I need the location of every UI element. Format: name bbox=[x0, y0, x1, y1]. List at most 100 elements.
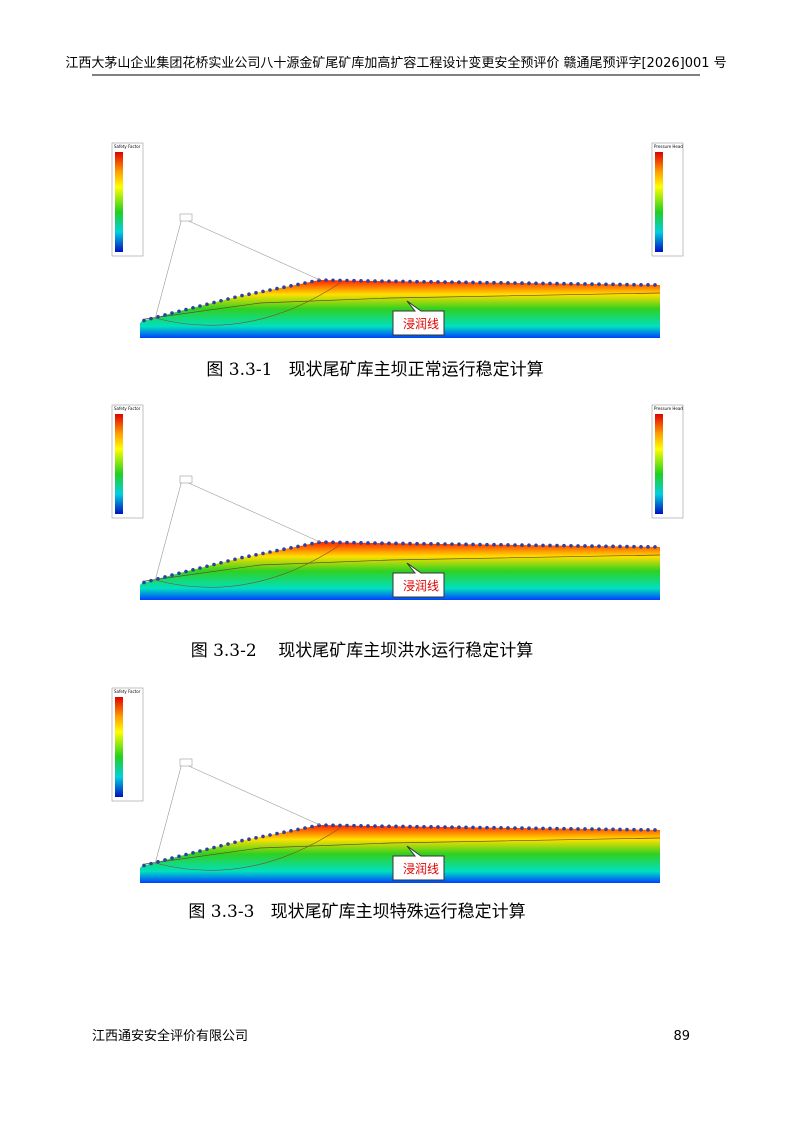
surface-node bbox=[198, 304, 202, 308]
surface-node bbox=[387, 279, 391, 284]
surface-node bbox=[625, 282, 629, 287]
surface-node bbox=[576, 282, 580, 286]
surface-node bbox=[548, 826, 552, 831]
surface-node bbox=[632, 544, 636, 549]
surface-node bbox=[464, 280, 468, 285]
figure-caption: 图 3.3-2 现状尾矿库主坝洪水运行稳定计算 bbox=[191, 641, 534, 661]
surface-node bbox=[268, 833, 272, 837]
surface-node bbox=[597, 544, 601, 548]
surface-node bbox=[310, 541, 314, 546]
surface-node bbox=[429, 542, 433, 546]
surface-node bbox=[653, 828, 657, 832]
factor-box bbox=[179, 213, 193, 222]
legend-title: Safety Factor bbox=[114, 144, 141, 149]
surface-node bbox=[331, 278, 335, 283]
surface-node bbox=[149, 316, 153, 321]
surface-node bbox=[233, 557, 237, 562]
surface-node bbox=[569, 281, 573, 286]
surface-node bbox=[555, 281, 559, 286]
label-text: 浸润线 bbox=[403, 317, 439, 331]
slope-section bbox=[140, 280, 660, 338]
surface-node bbox=[289, 546, 293, 550]
surface-node bbox=[282, 830, 286, 834]
surface-node bbox=[611, 827, 615, 832]
surface-node bbox=[226, 297, 230, 301]
surface-node bbox=[212, 300, 216, 305]
surface-node bbox=[303, 826, 307, 830]
surface-node bbox=[240, 555, 244, 560]
surface-node bbox=[247, 554, 251, 558]
surface-node bbox=[282, 547, 286, 551]
surface-node bbox=[464, 825, 468, 830]
surface-node bbox=[450, 542, 454, 546]
surface-node bbox=[359, 279, 363, 283]
surface-node bbox=[310, 279, 314, 284]
surface-node bbox=[408, 541, 412, 546]
surface-node bbox=[485, 542, 489, 547]
surface-node bbox=[219, 298, 223, 303]
surface-node bbox=[590, 544, 594, 548]
surface-node bbox=[527, 826, 531, 830]
surface-node bbox=[548, 543, 552, 548]
surface-node bbox=[534, 543, 538, 548]
slip-surface bbox=[154, 827, 341, 871]
surface-node bbox=[261, 834, 265, 839]
surface-node bbox=[310, 824, 314, 829]
surface-node bbox=[163, 858, 167, 862]
surface-node bbox=[646, 283, 650, 287]
surface-node bbox=[205, 847, 209, 852]
surface-node bbox=[408, 824, 412, 829]
surface-node bbox=[506, 826, 510, 830]
surface-node bbox=[492, 280, 496, 285]
surface-node bbox=[569, 826, 573, 831]
surface-node bbox=[415, 541, 419, 546]
surface-node bbox=[548, 281, 552, 286]
surface-node bbox=[569, 543, 573, 548]
surface-node bbox=[198, 566, 202, 570]
surface-node bbox=[289, 829, 293, 833]
factor-box bbox=[179, 758, 193, 767]
surface-node bbox=[261, 551, 265, 556]
surface-node bbox=[177, 309, 181, 314]
surface-node bbox=[590, 282, 594, 286]
surface-node bbox=[436, 280, 440, 284]
legend-bar bbox=[115, 152, 123, 252]
surface-node bbox=[366, 541, 370, 545]
surface-node bbox=[345, 823, 349, 828]
surface-node bbox=[184, 852, 188, 857]
surface-node bbox=[415, 279, 419, 284]
surface-node bbox=[219, 560, 223, 565]
surface-node bbox=[520, 543, 524, 547]
surface-node bbox=[268, 550, 272, 554]
surface-node bbox=[394, 824, 398, 829]
legend-title: Pressure Head bbox=[654, 144, 683, 149]
surface-node bbox=[240, 293, 244, 298]
surface-node bbox=[415, 824, 419, 829]
legend-title: Safety Factor bbox=[114, 689, 141, 694]
surface-node bbox=[492, 825, 496, 830]
phreatic-line bbox=[144, 554, 661, 582]
surface-node bbox=[534, 826, 538, 831]
surface-node bbox=[373, 824, 377, 828]
surface-node bbox=[618, 827, 622, 832]
surface-node bbox=[387, 824, 391, 829]
surface-node bbox=[212, 845, 216, 850]
surface-node bbox=[555, 543, 559, 548]
surface-node bbox=[380, 824, 384, 828]
surface-node bbox=[478, 280, 482, 285]
surface-node bbox=[226, 842, 230, 846]
surface-node bbox=[457, 825, 461, 830]
surface-node bbox=[254, 553, 258, 557]
surface-node bbox=[590, 827, 594, 831]
surface-node bbox=[541, 281, 545, 286]
legend-title: Safety Factor bbox=[114, 406, 141, 411]
surface-node bbox=[219, 843, 223, 848]
surface-node bbox=[156, 859, 160, 864]
surface-node bbox=[289, 284, 293, 288]
surface-node bbox=[422, 824, 426, 829]
surface-node bbox=[401, 279, 405, 284]
surface-node bbox=[646, 545, 650, 549]
surface-node bbox=[583, 282, 587, 286]
figure-caption: 图 3.3-1 现状尾矿库主坝正常运行稳定计算 bbox=[206, 360, 543, 380]
surface-node bbox=[296, 544, 300, 549]
